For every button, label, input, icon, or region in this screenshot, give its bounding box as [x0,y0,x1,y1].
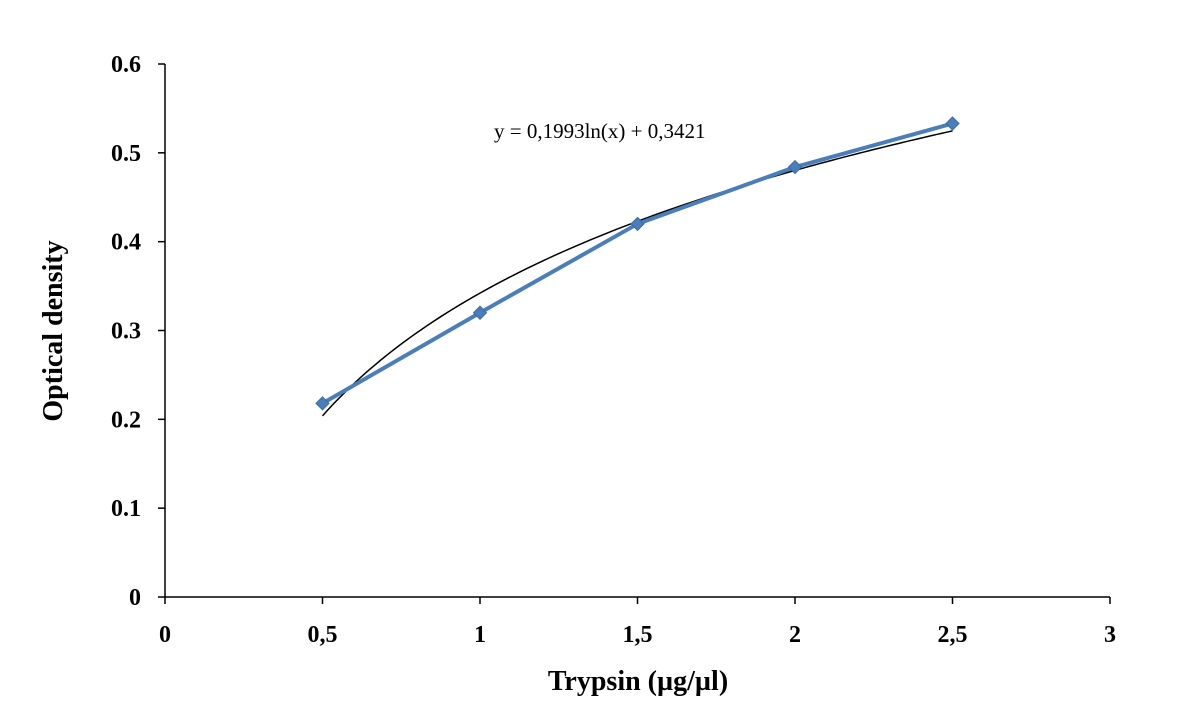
data-point-marker [787,159,803,175]
x-tick-label: 0 [159,622,171,648]
y-tick-label: 0 [129,585,141,611]
data-point-marker [472,305,488,320]
x-tick-label: 2,5 [938,622,968,648]
x-tick-label: 1 [474,622,486,648]
data-point-marker [945,116,960,131]
x-tick-label: 3 [1104,622,1116,648]
trendline-equation: y = 0,1993ln(x) + 0,3421 [494,119,706,143]
y-tick-label: 0.5 [111,141,141,167]
y-tick-label: 0.3 [111,319,141,345]
x-tick-label: 0,5 [308,622,338,648]
x-axis-title: Trypsin (µg/µl) [548,666,728,697]
y-tick-label: 0.6 [111,52,141,78]
data-series [315,116,960,411]
y-tick-label: 0.4 [111,230,141,256]
trendline [321,130,953,417]
trendline-curve [321,130,953,417]
axes [164,64,1110,598]
y-axis-title: Optical density [38,240,69,421]
x-tick-label: 1,5 [623,622,653,648]
y-tick-label: 0.2 [111,407,141,433]
series-line [321,121,954,406]
data-point-marker [630,216,645,232]
ticks: 0 0.1 0.2 0.3 0.4 0.5 0.6 0 0,5 1 1,5 2 2,5 3 [111,52,1116,648]
x-tick-label: 2 [789,622,801,648]
y-tick-label: 0.1 [111,496,141,522]
data-point-marker [315,396,330,411]
